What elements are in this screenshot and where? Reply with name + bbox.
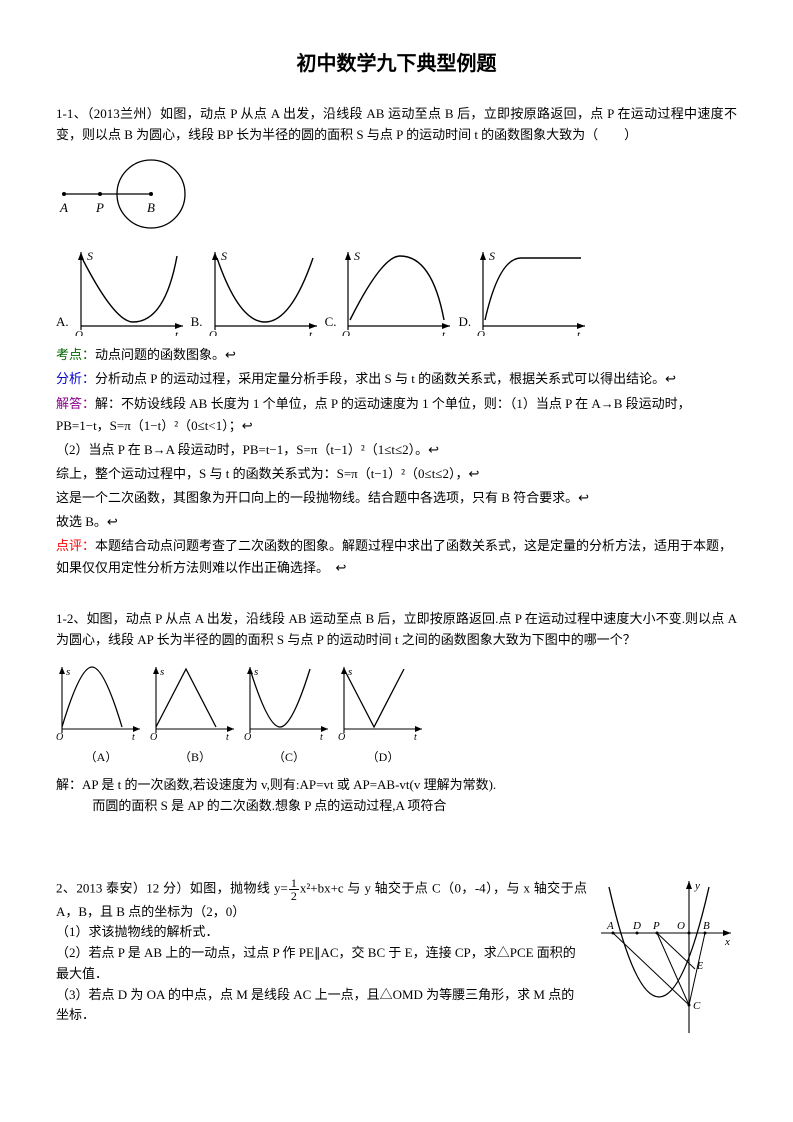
svg-text:t: t [414, 732, 417, 741]
jd-text1: 解：不妨设线段 AB 长度为 1 个单位，点 P 的运动速度为 1 个单位，则：… [56, 396, 691, 433]
p2-opt-b: s O t （B） [150, 663, 240, 767]
svg-text:t: t [132, 732, 135, 741]
p2-opt-c: s O t （C） [244, 663, 334, 767]
p2-chart-d: s O t [338, 663, 428, 741]
p1-chart-d: S O t [477, 248, 589, 336]
svg-text:S: S [489, 249, 495, 263]
fraction-half: 12 [289, 877, 299, 902]
page-title: 初中数学九下典型例题 [56, 48, 737, 80]
problem-1-2-text: 1-2、如图，动点 P 从点 A 出发，沿线段 AB 运动至点 B 后，立即按原… [56, 609, 737, 651]
svg-text:O: O [677, 920, 685, 932]
p1-solution: 考点：动点问题的函数图象。↩ 分析：分析动点 P 的运动过程，采用定量分析手段，… [56, 344, 737, 579]
p3-line1: 2、2013 泰安）12 分）如图，抛物线 y=12x²+bx+c 与 y 轴交… [56, 877, 587, 923]
p2-sol1: 解：AP 是 t 的一次函数,若设速度为 v,则有:AP=vt 或 AP=AB-… [56, 775, 737, 796]
svg-text:E: E [696, 961, 703, 972]
p1-chart-b: S O t [209, 248, 321, 336]
dp-text: 本题结合动点问题考查了二次函数的图象。解题过程中求出了函数关系式，这是定量的分析… [56, 538, 732, 575]
opt-b-label: B. [191, 312, 203, 337]
svg-text:s: s [66, 666, 70, 678]
svg-text:t: t [226, 732, 229, 741]
p2-cap-d: （D） [338, 748, 428, 767]
p1-chart-c: S O t [342, 248, 454, 336]
problem-1-1: 1-1、（2013兰州）如图，动点 P 从点 A 出发，沿线段 AB 运动至点 … [56, 104, 737, 579]
svg-text:S: S [354, 249, 360, 263]
p2-cap-c: （C） [244, 748, 334, 767]
p2-cap-a: （A） [56, 748, 146, 767]
parabola-figure: A D P O B x y C E [597, 877, 737, 1037]
svg-text:t: t [175, 329, 179, 336]
svg-text:O: O [477, 329, 485, 336]
svg-text:O: O [75, 329, 83, 336]
svg-text:P: P [652, 920, 660, 932]
kp-text: 动点问题的函数图象。↩ [95, 347, 236, 362]
p1-chart-a: S O t [75, 248, 187, 336]
svg-text:t: t [577, 329, 581, 336]
p3-s2: （2）若点 P 是 AB 上的一动点，过点 P 作 PE∥AC，交 BC 于 E… [56, 943, 587, 985]
svg-text:y: y [694, 880, 700, 892]
svg-text:C: C [693, 1000, 701, 1012]
p2-options-row: s O t （A） s O t （B） [56, 663, 737, 767]
p2-cap-b: （B） [150, 748, 240, 767]
p3-pre: 2、2013 泰安）12 分）如图，抛物线 y= [56, 880, 288, 895]
jd-text4: 这是一个二次函数，其图象为开口向上的一段抛物线。结合题中各选项，只有 B 符合要… [56, 487, 737, 509]
p1-options-row: A. S O t B. S O t C. [56, 248, 737, 336]
svg-text:B: B [703, 920, 710, 932]
svg-text:t: t [442, 329, 446, 336]
svg-text:P: P [95, 200, 104, 215]
problem-2: 2、2013 泰安）12 分）如图，抛物线 y=12x²+bx+c 与 y 轴交… [56, 877, 737, 1037]
svg-text:x: x [724, 936, 730, 948]
p2-chart-a: s O t [56, 663, 146, 741]
p2-sol2: 而圆的面积 S 是 AP 的二次函数.想象 P 点的运动过程,A 项符合 [56, 796, 737, 817]
opt-d-label: D. [458, 312, 471, 337]
svg-text:t: t [320, 732, 323, 741]
p3-s3: （3）若点 D 为 OA 的中点，点 M 是线段 AC 上一点，且△OMD 为等… [56, 985, 587, 1027]
svg-text:t: t [309, 329, 313, 336]
svg-text:s: s [348, 666, 352, 678]
svg-text:s: s [254, 666, 258, 678]
svg-text:O: O [338, 732, 345, 741]
svg-text:S: S [221, 249, 227, 263]
svg-text:B: B [147, 200, 155, 215]
svg-text:O: O [56, 732, 63, 741]
fx-text: 分析动点 P 的运动过程，采用定量分析手段，求出 S 与 t 的函数关系式，根据… [95, 371, 676, 386]
opt-a-label: A. [56, 312, 69, 337]
svg-text:A: A [606, 920, 614, 932]
p3-s1: （1）求该抛物线的解析式． [56, 922, 587, 943]
jd-text3: 综上，整个运动过程中，S 与 t 的函数关系式为：S=π（t−1）²（0≤t≤2… [56, 463, 737, 485]
jd-text5: 故选 B。↩ [56, 511, 737, 533]
svg-text:S: S [87, 249, 93, 263]
svg-text:O: O [209, 329, 217, 336]
opt-c-label: C. [325, 312, 337, 337]
problem-1-2: 1-2、如图，动点 P 从点 A 出发，沿线段 AB 运动至点 B 后，立即按原… [56, 609, 737, 816]
kp-label: 考点： [56, 347, 95, 362]
p2-opt-d: s O t （D） [338, 663, 428, 767]
svg-text:O: O [150, 732, 157, 741]
p2-opt-a: s O t （A） [56, 663, 146, 767]
svg-text:s: s [160, 666, 164, 678]
p2-chart-b: s O t [150, 663, 240, 741]
apb-svg: A P B [56, 156, 206, 234]
svg-text:O: O [244, 732, 251, 741]
svg-text:O: O [342, 329, 350, 336]
p2-chart-c: s O t [244, 663, 334, 741]
fx-label: 分析： [56, 371, 95, 386]
svg-text:A: A [59, 200, 68, 215]
problem-1-1-text: 1-1、（2013兰州）如图，动点 P 从点 A 出发，沿线段 AB 运动至点 … [56, 104, 737, 146]
diagram-apb: A P B [56, 156, 737, 241]
svg-text:D: D [632, 920, 641, 932]
dp-label: 点评： [56, 538, 95, 553]
jd-label: 解答： [56, 396, 95, 411]
jd-text2: （2）当点 P 在 B→A 段运动时，PB=t−1，S=π（t−1）²（1≤t≤… [56, 439, 737, 461]
